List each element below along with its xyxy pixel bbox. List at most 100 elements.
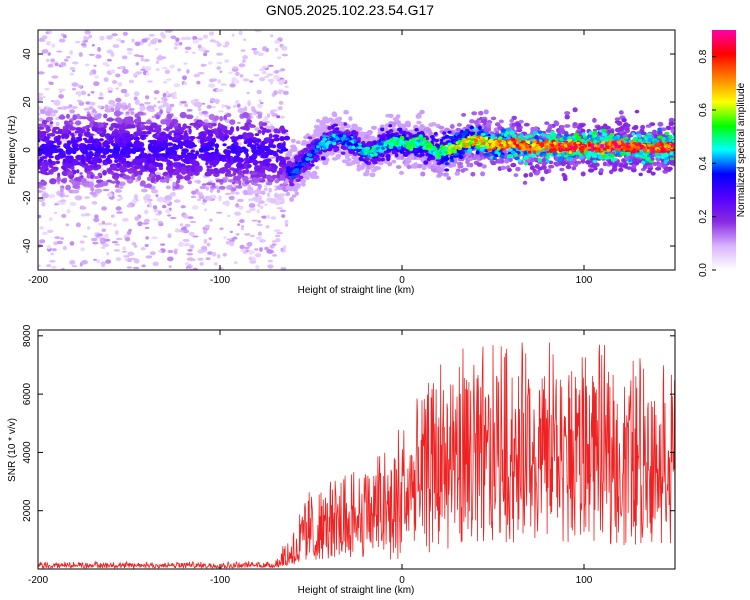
spectrogram-cell bbox=[246, 91, 250, 95]
spectrogram-cell bbox=[554, 161, 560, 167]
spectrogram-cell bbox=[55, 145, 61, 149]
spectrogram-cell bbox=[110, 133, 114, 137]
spectrogram-cell bbox=[529, 165, 535, 171]
spectrogram-cell bbox=[278, 100, 284, 105]
spectrogram-cell bbox=[275, 185, 284, 191]
spectrogram-cell bbox=[101, 220, 106, 225]
spectrogram-cell bbox=[60, 187, 64, 193]
spectrogram-cell bbox=[199, 185, 207, 190]
spectrogram-cell bbox=[280, 68, 286, 72]
spectrogram-cell bbox=[155, 194, 159, 198]
spectrogram-cell bbox=[103, 77, 109, 82]
spectrogram-cell bbox=[46, 116, 54, 122]
spectrogram-cell bbox=[193, 98, 199, 103]
spectrogram-cell bbox=[186, 252, 194, 256]
spectrogram-cell bbox=[96, 152, 101, 158]
spectrogram-cell bbox=[251, 155, 258, 158]
spectrogram-cell bbox=[229, 119, 236, 125]
spectrogram-cell bbox=[240, 49, 246, 52]
spectrogram-cell bbox=[78, 101, 85, 106]
spectrogram-cell bbox=[250, 106, 256, 112]
spectrogram-cell bbox=[136, 115, 141, 123]
spectrogram-cell bbox=[198, 147, 204, 153]
spectrogram-cell bbox=[86, 128, 90, 132]
spectrogram-cell bbox=[250, 171, 258, 175]
spectrogram-cell bbox=[145, 119, 152, 125]
spectrogram-cell bbox=[114, 243, 120, 246]
spectrogram-cell bbox=[564, 124, 571, 128]
spectrogram-cell bbox=[277, 143, 286, 150]
spectrogram-cell bbox=[195, 150, 200, 156]
spectrogram-cell bbox=[131, 173, 135, 180]
spectrogram-cell bbox=[197, 191, 201, 196]
spectrogram-cell bbox=[104, 104, 109, 109]
spectrogram-cell bbox=[48, 194, 56, 199]
spectrogram-cell bbox=[258, 99, 262, 103]
spectrogram-cell bbox=[151, 176, 156, 183]
spectrogram-cell bbox=[166, 106, 172, 112]
spectrogram-cell bbox=[239, 219, 245, 224]
spectrogram-cell bbox=[271, 174, 278, 179]
spectrogram-cell bbox=[118, 129, 124, 133]
spectrogram-cell bbox=[81, 260, 88, 265]
spectrogram-cell bbox=[136, 127, 141, 134]
spectrogram-cell bbox=[92, 108, 96, 113]
spectrogram-cell bbox=[113, 110, 122, 117]
spectrogram-cell bbox=[59, 199, 67, 203]
spectrogram-cell bbox=[420, 171, 426, 177]
spectrogram-cell bbox=[89, 101, 96, 106]
spectrogram-cell bbox=[122, 69, 129, 74]
spectrogram-cell bbox=[97, 172, 102, 177]
spectrogram-cell bbox=[178, 155, 182, 160]
spectrogram-cell bbox=[340, 151, 346, 155]
spectrogram-cell bbox=[92, 167, 99, 171]
spectrogram-cell bbox=[274, 202, 281, 206]
spectrogram-cell bbox=[253, 183, 260, 187]
spectrogram-cell bbox=[195, 125, 199, 130]
spectrogram-cell bbox=[469, 119, 475, 124]
spectrogram-cell bbox=[122, 118, 127, 123]
spectrogram-cell bbox=[146, 176, 151, 181]
spectrogram-cell bbox=[170, 216, 177, 220]
spectrogram-cell bbox=[162, 128, 169, 131]
spectrogram-cell bbox=[75, 154, 83, 160]
spectrogram-cell bbox=[92, 157, 98, 163]
spectrogram-cell bbox=[480, 171, 486, 177]
spectrogram-cell bbox=[647, 164, 653, 169]
spectrogram-cell bbox=[50, 149, 55, 154]
spectrogram-cell bbox=[174, 41, 180, 47]
spectrogram-cell bbox=[98, 96, 104, 100]
spectrogram-cell bbox=[69, 166, 75, 170]
spectrogram-cell bbox=[93, 217, 100, 223]
spectrogram-cell bbox=[267, 259, 273, 263]
spectrogram-cell bbox=[187, 264, 192, 267]
spectrogram-cell bbox=[256, 89, 262, 95]
spectrogram-cell bbox=[263, 184, 268, 188]
spectrogram-cell bbox=[83, 131, 91, 138]
spectrogram-cell bbox=[151, 189, 159, 194]
spectrogram-cell bbox=[56, 176, 61, 183]
spectrogram-cell bbox=[107, 192, 113, 198]
spectrogram-cell bbox=[186, 109, 193, 112]
spectrogram-cell bbox=[71, 106, 78, 109]
spectrogram-cell bbox=[279, 136, 285, 142]
spectrogram-cell bbox=[96, 259, 100, 264]
spectrogram-cell bbox=[246, 164, 252, 168]
spectrogram-cell bbox=[72, 189, 80, 194]
spectrogram-cell bbox=[49, 217, 53, 221]
spectrogram-cell bbox=[572, 122, 578, 126]
spectrogram-cell bbox=[241, 225, 245, 228]
spectrogram-cell bbox=[50, 252, 54, 256]
spectrogram-cell bbox=[256, 148, 265, 154]
spectrogram-cell bbox=[49, 121, 54, 125]
spectrogram-cell bbox=[249, 234, 255, 238]
spectrogram-cell bbox=[71, 150, 76, 154]
spectrogram-cell bbox=[609, 153, 615, 159]
spectrogram-cell bbox=[207, 251, 213, 255]
spectrogram-cell bbox=[217, 253, 221, 259]
spectrogram-cell bbox=[190, 195, 197, 199]
spectrogram-cell bbox=[115, 188, 120, 193]
spectrogram-cell bbox=[273, 90, 278, 96]
spectrogram-cell bbox=[62, 158, 66, 164]
spectrogram-cell bbox=[69, 72, 75, 76]
